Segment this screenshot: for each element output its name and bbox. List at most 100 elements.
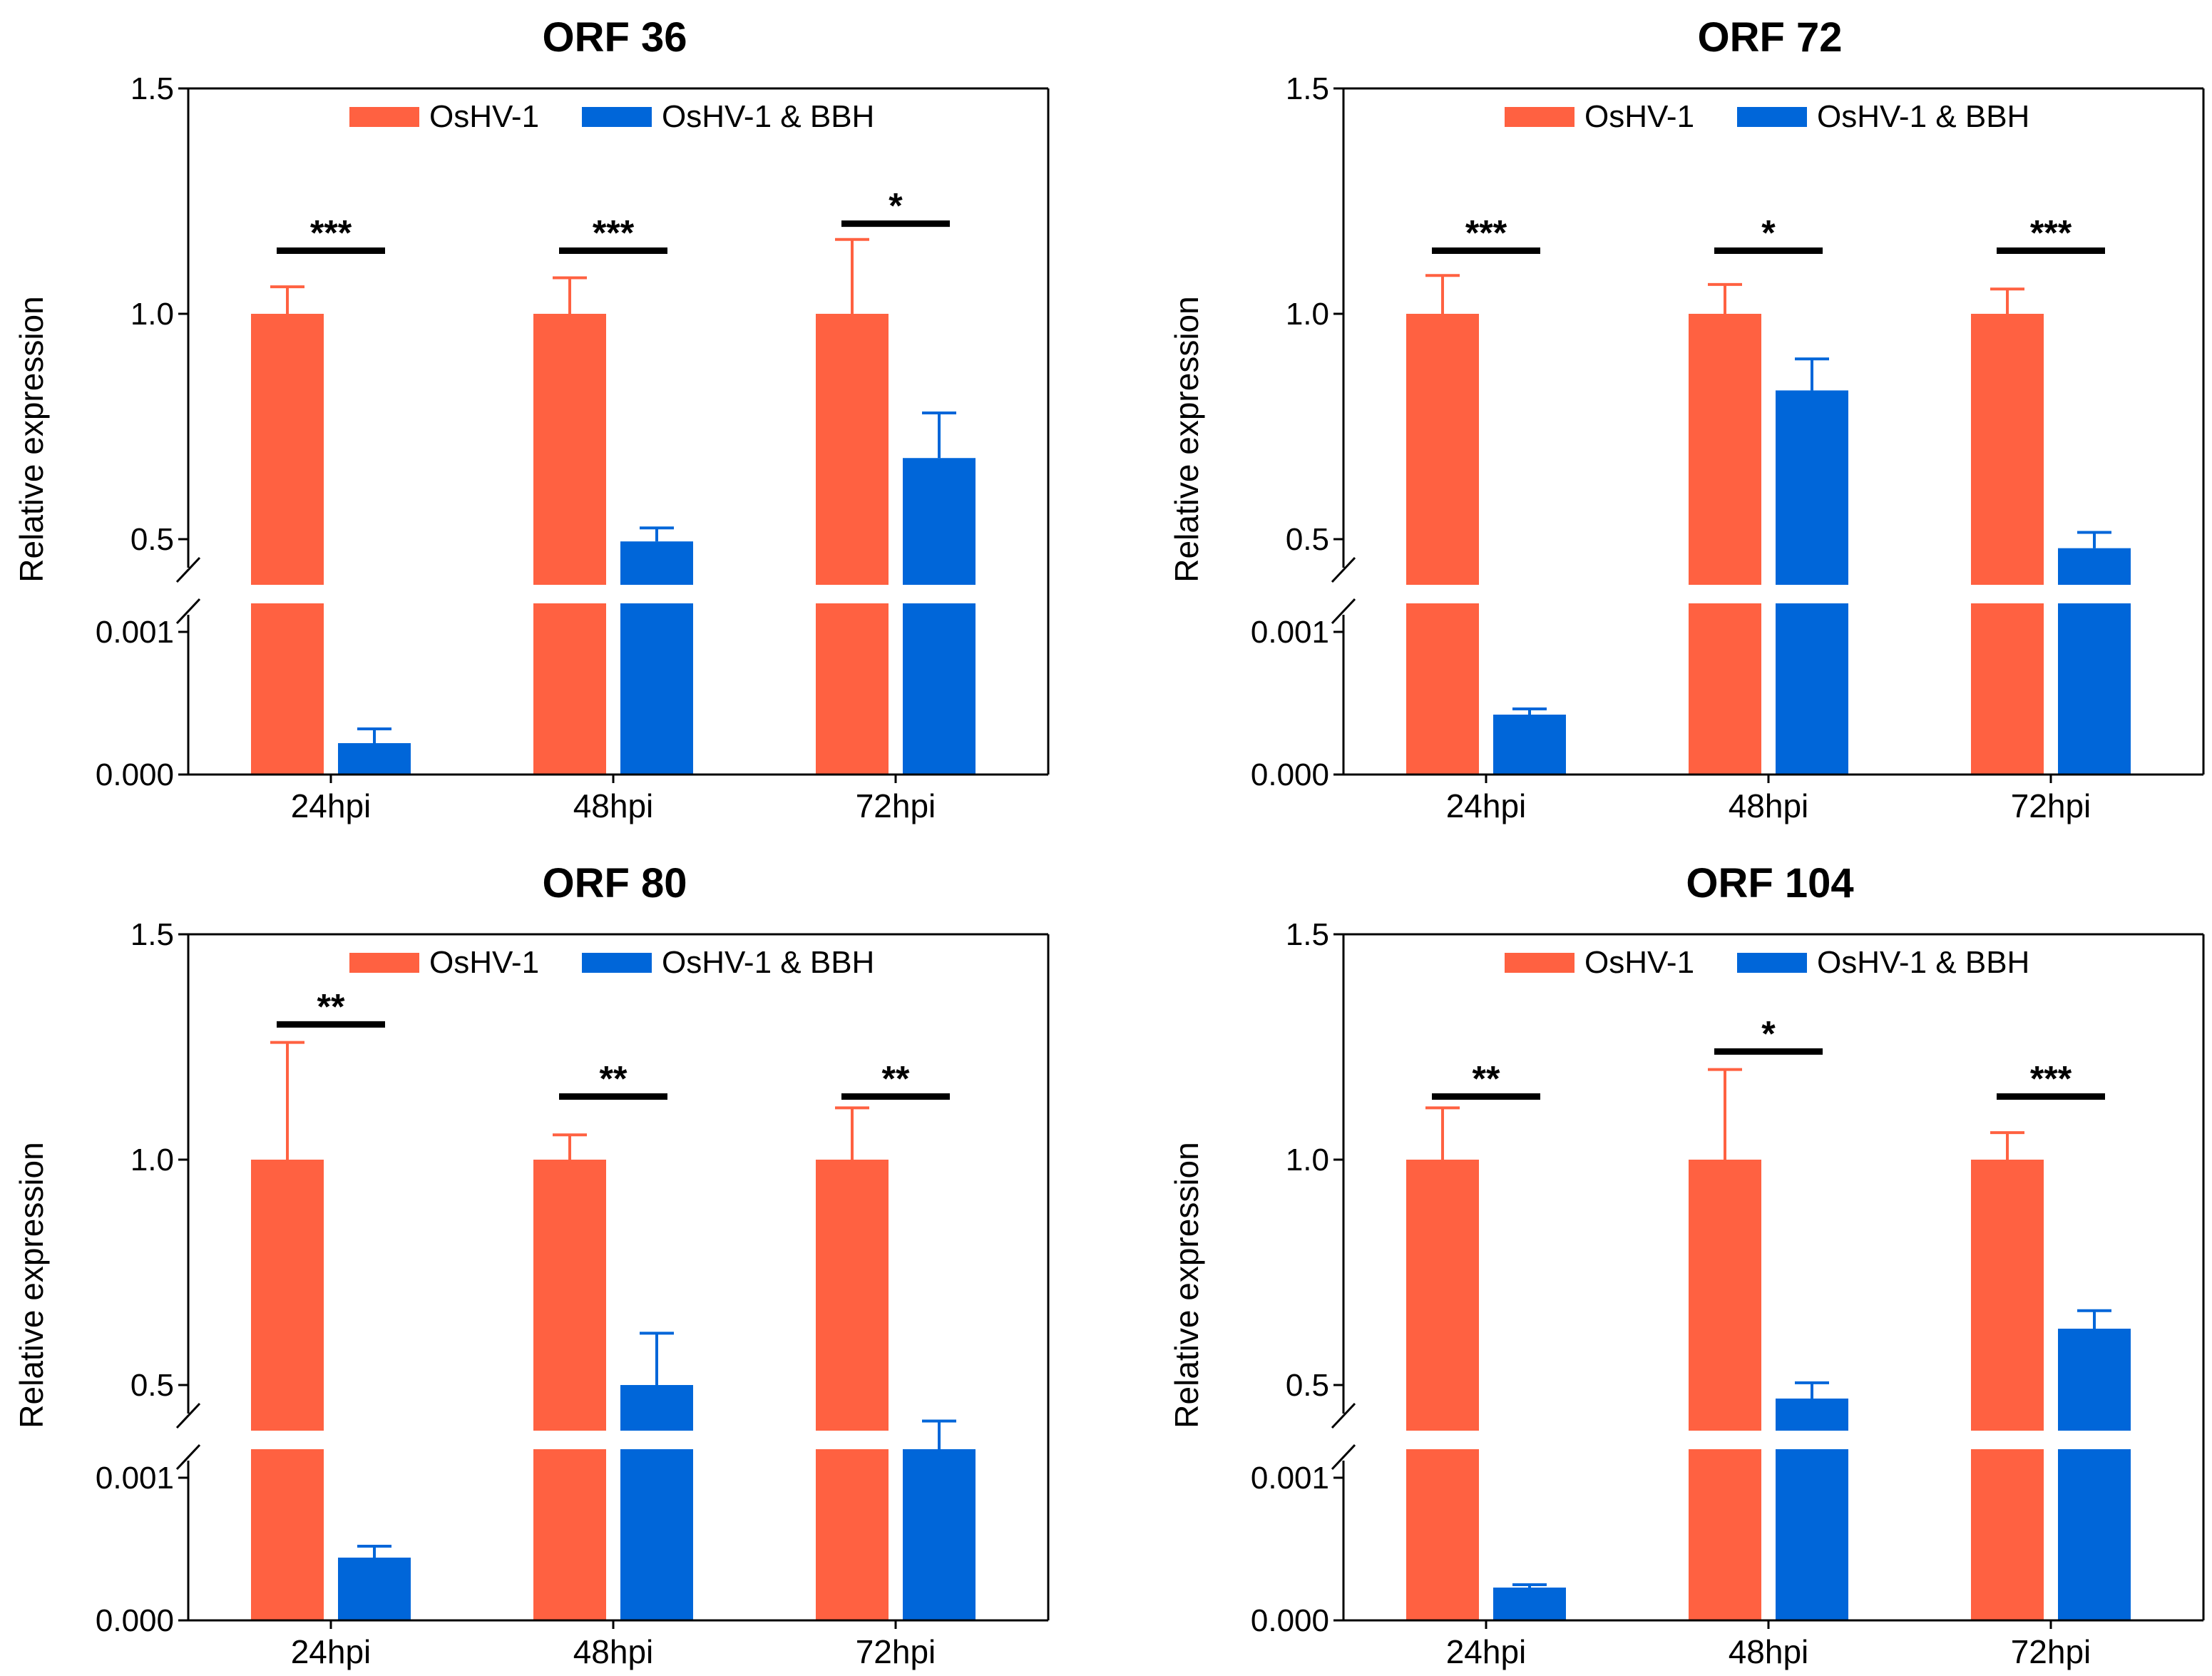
legend-swatch-oshv — [349, 107, 419, 127]
bar-bbh-48hpi-lower — [1776, 1449, 1848, 1620]
axis-break-mark — [175, 1443, 201, 1471]
axis-break-mark — [1331, 1443, 1356, 1471]
bar-bbh-24hpi — [1493, 1588, 1566, 1620]
y-axis-label: Relative expression — [13, 1142, 50, 1428]
y-tick-label: 1.0 — [130, 297, 174, 332]
x-tick-label-24hpi: 24hpi — [1446, 787, 1527, 824]
y-axis-label: Relative expression — [1168, 296, 1205, 582]
legend-swatch-bbh — [582, 953, 652, 973]
axis-break-mark — [175, 1402, 201, 1429]
significance-label-24hpi: *** — [1465, 213, 1507, 253]
bar-oshv-72hpi — [816, 314, 889, 585]
bar-oshv-24hpi-lower — [251, 603, 324, 775]
y-tick-label: 0.001 — [96, 615, 174, 650]
y-tick-label: 1.0 — [1286, 1143, 1329, 1177]
bar-oshv-72hpi-lower — [1971, 1449, 2044, 1620]
significance-label-72hpi: *** — [2030, 1059, 2072, 1099]
chart-panel-4: ORF 104 Relative expression 24hpi ** 48hpi * 7… — [1168, 860, 2205, 1670]
significance-label-48hpi: * — [1761, 1013, 1776, 1053]
y-tick-label: 1.5 — [1286, 71, 1329, 106]
bar-bbh-72hpi — [903, 458, 976, 585]
y-tick-label: 1.0 — [1286, 297, 1329, 332]
chart-title: ORF 72 — [1697, 14, 1842, 61]
chart-title: ORF 80 — [542, 860, 687, 906]
bar-oshv-48hpi — [533, 314, 606, 585]
bar-bbh-48hpi — [1776, 1398, 1848, 1431]
legend-label-bbh: OsHV-1 & BBH — [1817, 99, 2029, 134]
x-tick-label-72hpi: 72hpi — [2011, 787, 2091, 824]
significance-label-48hpi: ** — [600, 1059, 628, 1099]
bar-oshv-48hpi — [1689, 1160, 1761, 1431]
x-tick-label-72hpi: 72hpi — [856, 787, 936, 824]
y-tick-label: 0.001 — [96, 1461, 174, 1496]
significance-label-24hpi: ** — [1473, 1059, 1500, 1099]
bar-oshv-48hpi-lower — [533, 603, 606, 775]
bar-bbh-24hpi — [338, 1558, 411, 1620]
legend-swatch-oshv — [1505, 107, 1574, 127]
bar-oshv-48hpi-lower — [1689, 603, 1761, 775]
legend-swatch-bbh — [582, 107, 652, 127]
axis-break-mark — [1331, 556, 1356, 583]
bar-oshv-24hpi-lower — [1406, 603, 1479, 775]
x-tick-label-72hpi: 72hpi — [856, 1633, 936, 1670]
bar-bbh-48hpi-lower — [620, 1449, 693, 1620]
bar-oshv-48hpi-lower — [1689, 1449, 1761, 1620]
bar-bbh-48hpi-lower — [620, 603, 693, 775]
legend-swatch-oshv — [1505, 953, 1574, 973]
bar-bbh-72hpi-lower — [903, 603, 976, 775]
bar-oshv-24hpi — [1406, 1160, 1479, 1431]
legend-label-oshv: OsHV-1 — [429, 945, 539, 980]
legend-label-bbh: OsHV-1 & BBH — [662, 99, 874, 134]
chart-panel-3: ORF 80 Relative expression 24hpi ** 48hpi ** 7… — [13, 860, 1050, 1670]
y-tick-label: 1.5 — [130, 917, 174, 952]
bar-oshv-24hpi — [1406, 314, 1479, 585]
bar-oshv-72hpi — [816, 1160, 889, 1431]
x-tick-label-24hpi: 24hpi — [291, 787, 372, 824]
x-tick-label-48hpi: 48hpi — [1729, 1633, 1809, 1670]
bar-bbh-24hpi — [1493, 715, 1566, 775]
y-axis-label: Relative expression — [1168, 1142, 1205, 1428]
x-tick-label-72hpi: 72hpi — [2011, 1633, 2091, 1670]
x-tick-label-24hpi: 24hpi — [291, 1633, 372, 1670]
bar-oshv-24hpi — [251, 314, 324, 585]
bar-oshv-72hpi-lower — [816, 603, 889, 775]
significance-label-48hpi: *** — [593, 213, 635, 253]
y-tick-label: 0.5 — [1286, 1368, 1329, 1403]
bar-oshv-48hpi — [533, 1160, 606, 1431]
significance-label-72hpi: ** — [882, 1059, 910, 1099]
bar-bbh-48hpi — [620, 1385, 693, 1431]
bar-bbh-72hpi — [2058, 1329, 2131, 1431]
legend-label-bbh: OsHV-1 & BBH — [1817, 945, 2029, 980]
y-tick-label: 0.5 — [130, 1368, 174, 1403]
axis-break-mark — [175, 598, 201, 625]
axis-break-mark — [1331, 1402, 1356, 1429]
legend: OsHV-1 OsHV-1 & BBH — [1505, 945, 2029, 980]
bar-oshv-24hpi-lower — [251, 1449, 324, 1620]
legend-label-oshv: OsHV-1 — [1584, 945, 1694, 980]
bar-oshv-72hpi-lower — [816, 1449, 889, 1620]
y-tick-label: 0.000 — [96, 757, 174, 792]
bar-bbh-48hpi — [620, 541, 693, 585]
legend: OsHV-1 OsHV-1 & BBH — [1505, 99, 2029, 134]
bar-bbh-72hpi-lower — [2058, 1449, 2131, 1620]
chart-title: ORF 36 — [542, 14, 687, 61]
bar-oshv-24hpi-lower — [1406, 1449, 1479, 1620]
legend-swatch-bbh — [1737, 953, 1807, 973]
legend: OsHV-1 OsHV-1 & BBH — [349, 99, 874, 134]
significance-label-24hpi: ** — [317, 986, 345, 1026]
significance-label-72hpi: *** — [2030, 213, 2072, 253]
x-tick-label-24hpi: 24hpi — [1446, 1633, 1527, 1670]
bar-oshv-72hpi-lower — [1971, 603, 2044, 775]
chart-panel-2: ORF 72 Relative expression 24hpi *** 48hpi * 7… — [1168, 14, 2205, 824]
legend-label-oshv: OsHV-1 — [1584, 99, 1694, 134]
bar-bbh-72hpi-lower — [903, 1449, 976, 1620]
significance-label-48hpi: * — [1761, 213, 1776, 253]
significance-label-24hpi: *** — [310, 213, 352, 253]
legend-swatch-bbh — [1737, 107, 1807, 127]
bar-oshv-24hpi — [251, 1160, 324, 1431]
legend-label-oshv: OsHV-1 — [429, 99, 539, 134]
y-axis-label: Relative expression — [13, 296, 50, 582]
y-tick-label: 1.0 — [130, 1143, 174, 1177]
bar-oshv-72hpi — [1971, 314, 2044, 585]
